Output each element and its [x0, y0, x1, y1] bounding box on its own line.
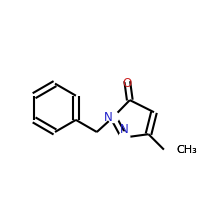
Circle shape [108, 112, 119, 123]
Circle shape [119, 132, 130, 143]
Bar [175, 144, 192, 155]
Text: O: O [122, 77, 131, 90]
Text: N: N [120, 123, 129, 136]
Text: CH₃: CH₃ [176, 145, 197, 155]
Circle shape [121, 70, 132, 81]
Text: N: N [103, 110, 112, 124]
Text: CH₃: CH₃ [176, 145, 197, 155]
